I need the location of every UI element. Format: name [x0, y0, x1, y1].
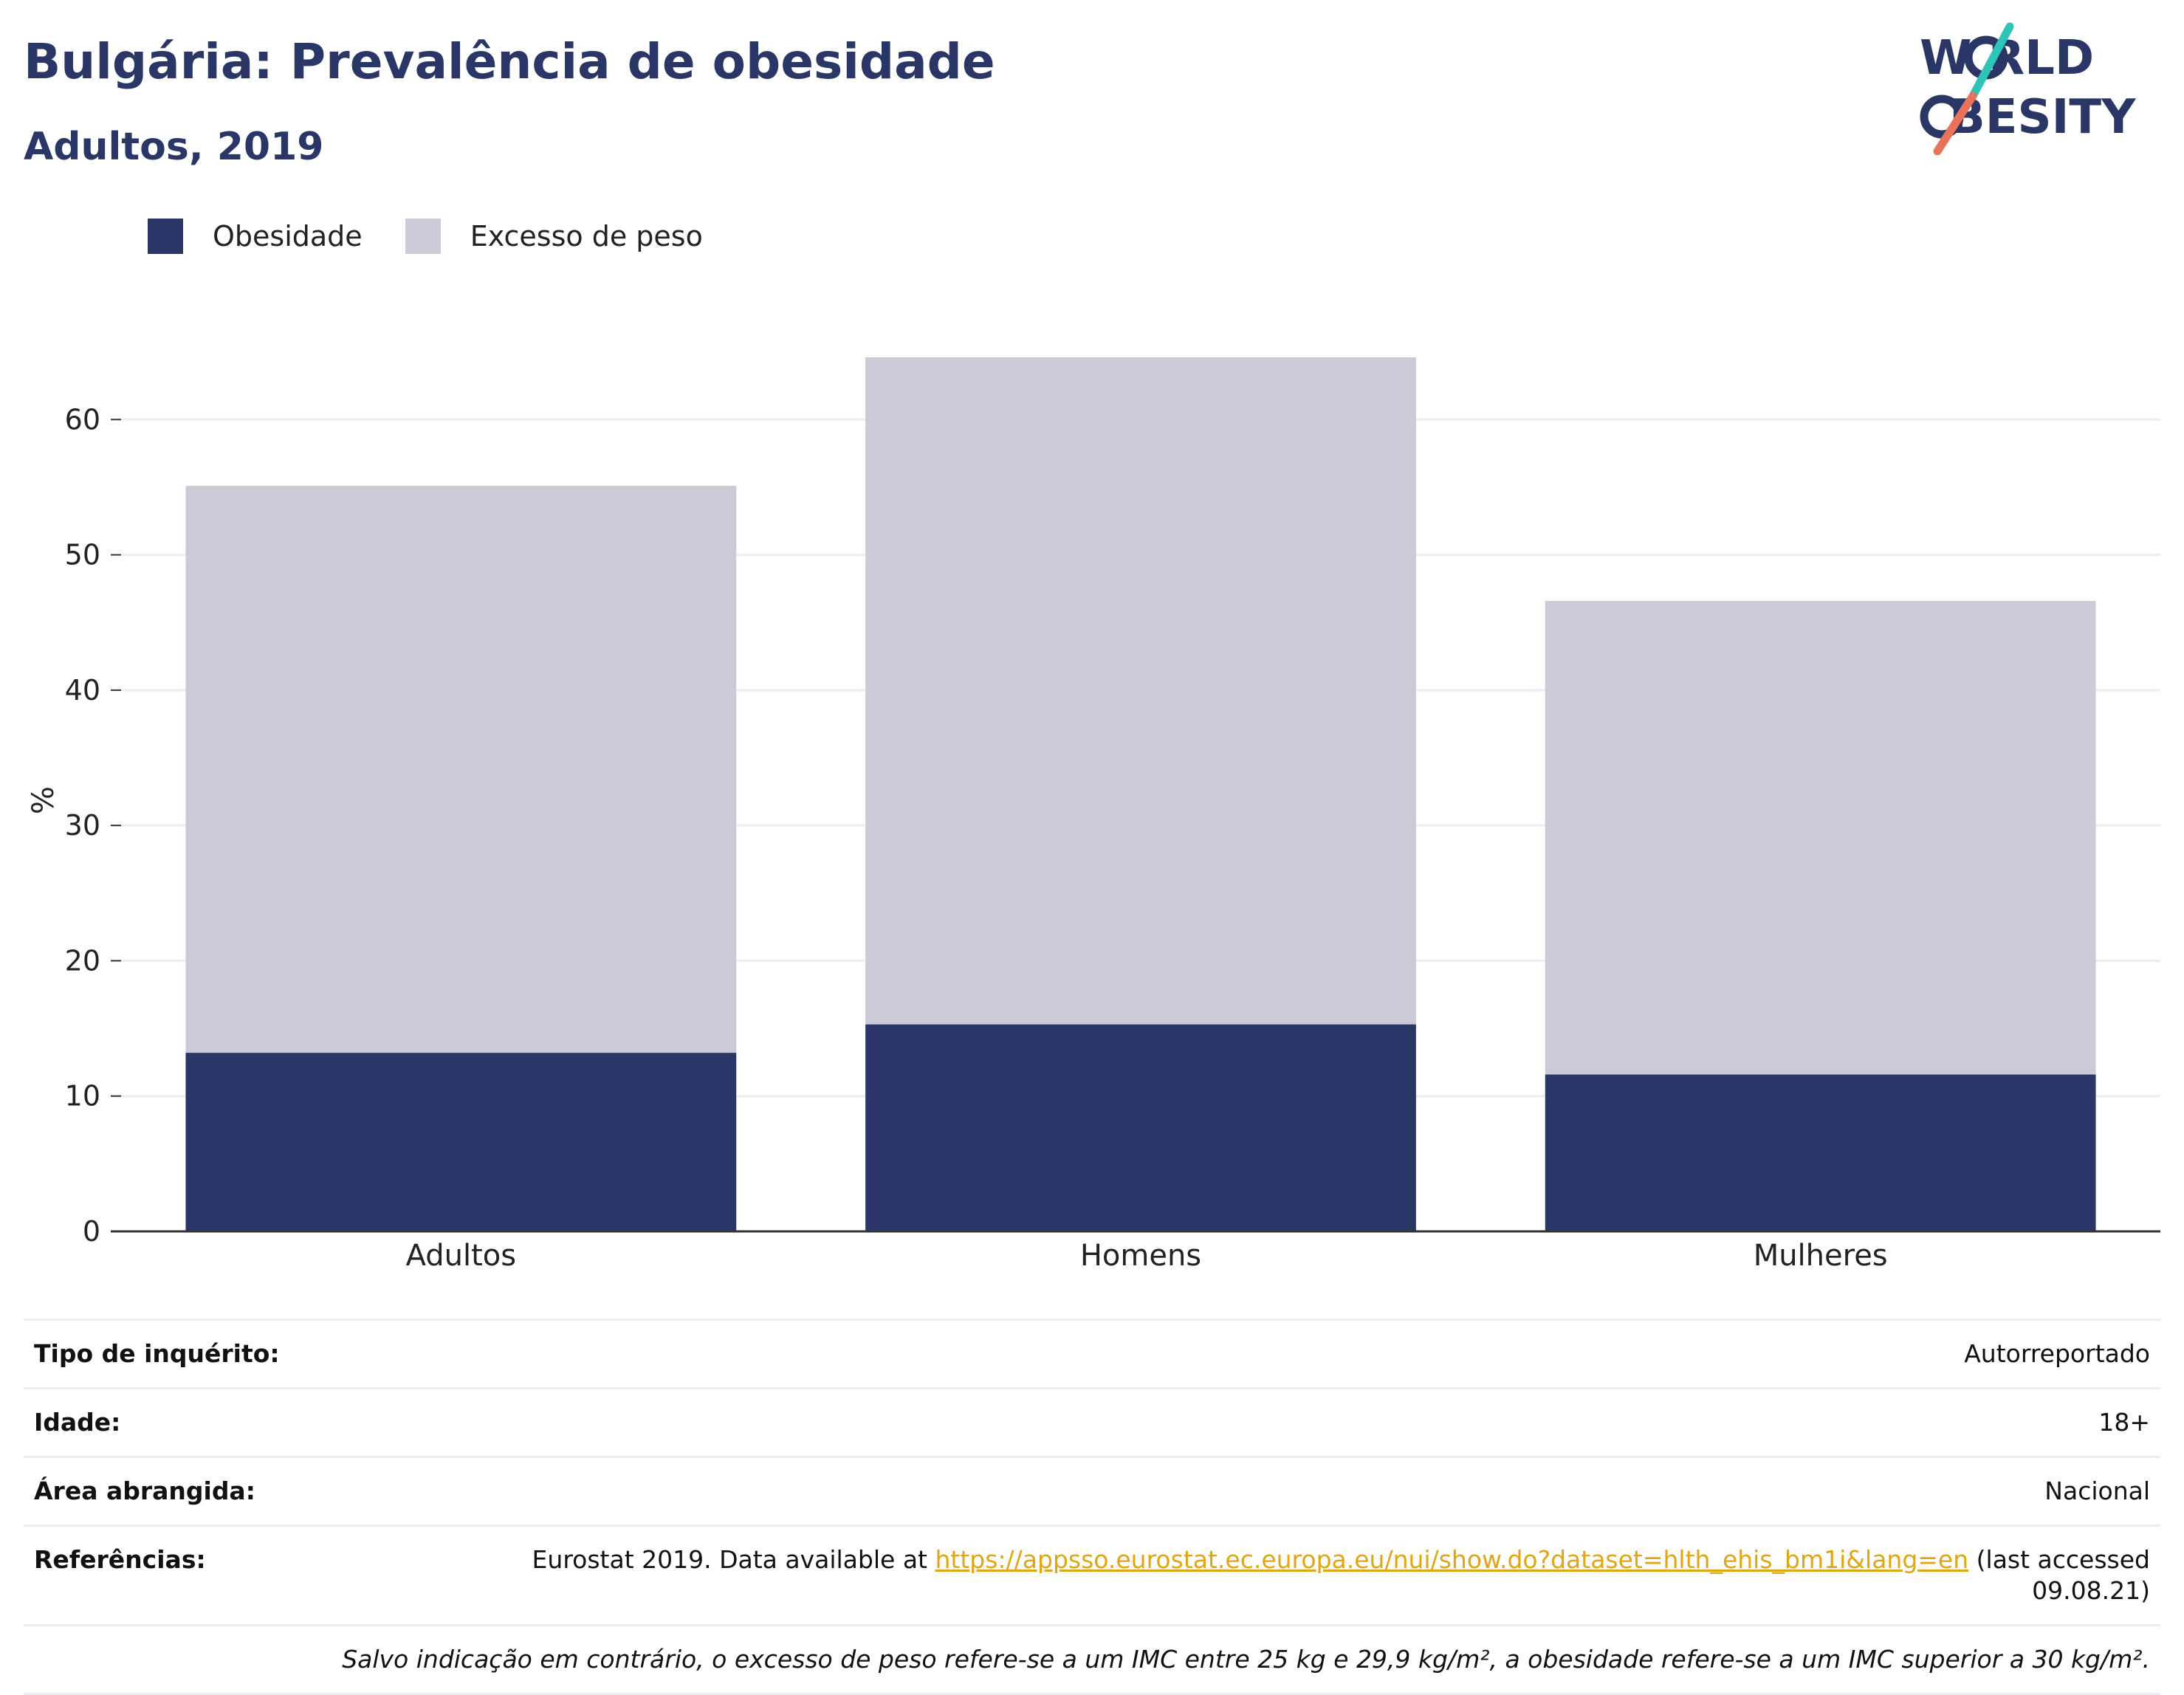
info-table: Tipo de inquérito: Autorreportado Idade:…: [24, 1318, 2160, 1695]
stacked-bar-chart: 0 10 20 30 40 50 60% Adultos Homens Mulheres: [27, 357, 2160, 1273]
y-tick-label: 0: [83, 1215, 100, 1248]
info-row-area: Área abrangida: Nacional: [24, 1458, 2160, 1527]
y-tick-label: 40: [65, 674, 100, 706]
y-tick-label: 20: [65, 944, 100, 977]
bar-segment: [865, 1024, 1416, 1231]
bar-segment: [1545, 1074, 2096, 1231]
legend-swatch-excesso-de-peso: [405, 219, 441, 254]
bar-segment: [185, 1053, 737, 1231]
bmi-note: Salvo indicação em contrário, o excesso …: [342, 1645, 2150, 1674]
info-label: Referências:: [34, 1545, 206, 1574]
info-value: Nacional: [2044, 1476, 2150, 1505]
chart-subtitle: Adultos, 2019: [24, 125, 324, 169]
y-tick-label: 50: [65, 539, 100, 571]
legend-item-excesso-de-peso[interactable]: Excesso de peso: [405, 219, 703, 254]
logo-slash-coral: [1933, 92, 1977, 155]
info-value: 18+: [2098, 1408, 2150, 1437]
bar-segment: [1545, 600, 2096, 1075]
legend-item-obesidade[interactable]: Obesidade: [148, 219, 363, 254]
info-value: Autorreportado: [1964, 1339, 2150, 1368]
logo-slash-teal: [1968, 22, 2014, 100]
chart-title: Bulgária: Prevalência de obesidade: [24, 33, 995, 90]
x-category-label: Homens: [1080, 1239, 1201, 1273]
logo-text-line2: BESITY: [1949, 90, 2136, 145]
references-suffix: (last accessed 09.08.21): [1976, 1545, 2150, 1605]
info-label: Idade:: [34, 1408, 121, 1437]
references-prefix: Eurostat 2019. Data available at: [532, 1545, 927, 1574]
references-value: Eurostat 2019. Data available at https:/…: [452, 1544, 2150, 1606]
bar-segment: [185, 486, 737, 1053]
world-obesity-logo: W RLD BESITY: [1920, 22, 2136, 155]
info-row-age: Idade: 18+: [24, 1389, 2160, 1458]
references-link[interactable]: https://appsso.eurostat.ec.europa.eu/nui…: [935, 1545, 1969, 1574]
x-category-label: Adultos: [406, 1239, 517, 1273]
y-axis-title: %: [27, 786, 61, 814]
info-row-note: Salvo indicação em contrário, o excesso …: [24, 1626, 2160, 1695]
info-row-survey-type: Tipo de inquérito: Autorreportado: [24, 1321, 2160, 1389]
y-tick-label: 10: [65, 1080, 100, 1113]
legend-swatch-obesidade: [148, 219, 183, 254]
legend-label-excesso-de-peso: Excesso de peso: [470, 220, 703, 252]
info-row-references: Referências: Eurostat 2019. Data availab…: [24, 1527, 2160, 1626]
info-label: Área abrangida:: [34, 1476, 255, 1505]
x-category-label: Mulheres: [1754, 1239, 1888, 1273]
bar-segment: [865, 357, 1416, 1025]
info-label: Tipo de inquérito:: [34, 1339, 280, 1368]
chart-legend: Obesidade Excesso de peso: [148, 219, 746, 254]
y-tick-label: 60: [65, 403, 100, 436]
legend-label-obesidade: Obesidade: [213, 220, 363, 252]
y-tick-label: 30: [65, 809, 100, 842]
